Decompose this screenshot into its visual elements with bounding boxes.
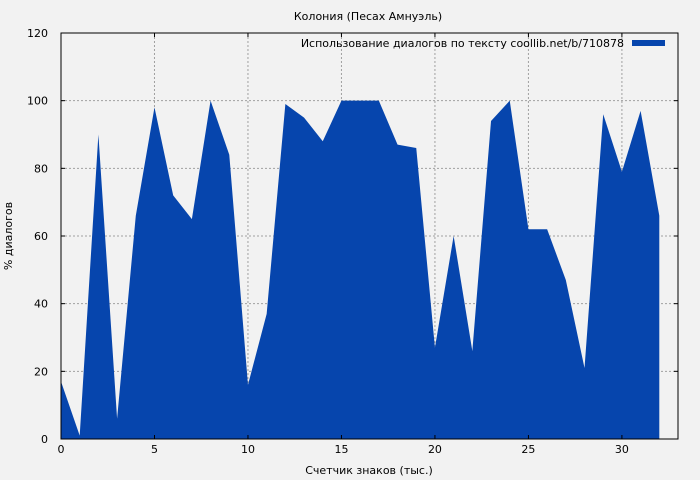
x-axis-label: Счетчик знаков (тыс.)	[305, 464, 433, 477]
axis-ticks: 0 5 10 15 20 25 30 0 20 40 60 80 100 120	[27, 27, 678, 456]
y-tick-label: 20	[34, 365, 48, 378]
x-tick-label: 15	[334, 443, 348, 456]
y-tick-label: 100	[27, 95, 48, 108]
y-axis-label: % диалогов	[2, 202, 15, 270]
x-tick-label: 30	[615, 443, 629, 456]
x-tick-label: 25	[521, 443, 535, 456]
y-tick-label: 80	[34, 162, 48, 175]
legend-label: Использование диалогов по тексту coollib…	[301, 37, 624, 50]
y-tick-label: 120	[27, 27, 48, 40]
chart-title: Колония (Песах Амнуэль)	[294, 10, 442, 23]
series-area	[61, 100, 660, 440]
x-tick-label: 20	[428, 443, 442, 456]
x-tick-label: 0	[58, 443, 65, 456]
y-tick-label: 40	[34, 298, 48, 311]
x-tick-label: 5	[151, 443, 158, 456]
y-tick-label: 0	[41, 433, 48, 446]
legend: Использование диалогов по тексту coollib…	[301, 37, 665, 50]
legend-swatch	[632, 40, 665, 46]
y-tick-label: 60	[34, 230, 48, 243]
x-tick-label: 10	[241, 443, 255, 456]
